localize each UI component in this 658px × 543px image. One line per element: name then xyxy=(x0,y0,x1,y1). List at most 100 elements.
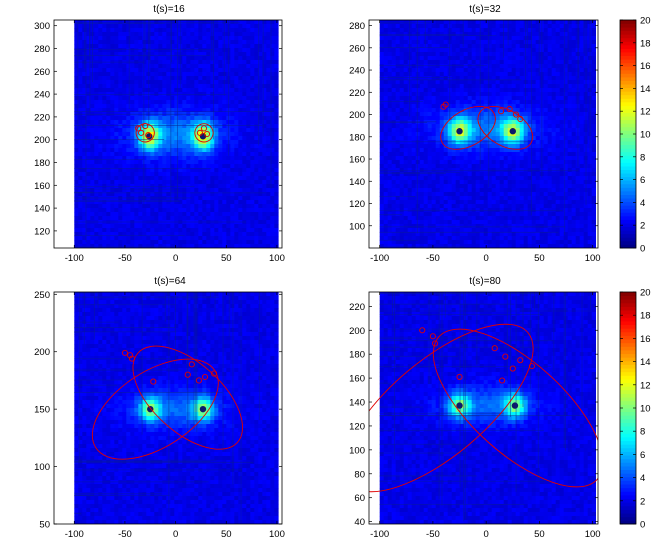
y-tick-label-1: 60 xyxy=(354,493,365,504)
x-tick-label-2: 0 xyxy=(173,529,178,540)
colorbar-tick-label-8: 16 xyxy=(640,334,651,345)
colorbar-segment xyxy=(620,462,636,467)
y-tick-label-4: 120 xyxy=(349,421,365,432)
colorbar-segment xyxy=(620,215,636,220)
colorbar-segment xyxy=(620,233,636,238)
y-tick-label-3: 200 xyxy=(34,347,50,358)
colorbar-segment xyxy=(620,98,636,103)
colorbar-segment xyxy=(620,302,636,307)
colorbar-segment xyxy=(620,230,636,235)
colorbar-segment xyxy=(620,187,636,192)
heatmap-field xyxy=(369,292,598,524)
colorbar-segment xyxy=(620,223,636,228)
colorbar-segment xyxy=(620,480,636,485)
colorbar-segment xyxy=(620,350,636,355)
colorbar-segment xyxy=(620,73,636,78)
colorbar-segment xyxy=(620,119,636,124)
colorbar-segment xyxy=(620,346,636,351)
colorbar-segment xyxy=(620,205,636,210)
colorbar-segment xyxy=(620,458,636,463)
heatmap-field xyxy=(74,292,279,524)
hotspot-core-1 xyxy=(509,128,516,135)
colorbar-segment xyxy=(620,418,636,423)
colorbar-segment xyxy=(620,148,636,153)
colorbar-segment xyxy=(620,339,636,344)
x-tick-label-3: 50 xyxy=(534,253,545,264)
colorbar-segment xyxy=(620,240,636,245)
hotspot-core-0 xyxy=(147,405,154,413)
colorbar-segment xyxy=(620,66,636,71)
colorbar-segment xyxy=(620,447,636,452)
marker-point-6 xyxy=(502,353,509,360)
colorbar-segment xyxy=(620,94,636,99)
marker-point-1 xyxy=(126,352,134,359)
y-tick-label-5: 140 xyxy=(349,398,365,409)
colorbar-segment xyxy=(620,313,636,318)
marker-point-5 xyxy=(517,115,524,123)
y-tick-label-8: 260 xyxy=(349,43,365,54)
panel-t64: t(s)=64 -100 -50 0 50 100 50 100 150 200 250 xyxy=(34,276,285,540)
y-tick-label-9: 300 xyxy=(34,21,50,32)
colorbar-segment xyxy=(620,379,636,384)
axes-frame xyxy=(368,291,599,525)
marker-point-0 xyxy=(419,327,426,334)
colorbar-segment xyxy=(620,375,636,380)
marker-point-3 xyxy=(145,132,152,139)
colorbar-segment xyxy=(620,237,636,242)
colorbar-segment xyxy=(620,155,636,160)
colorbar-segment xyxy=(620,353,636,358)
colorbar-segment xyxy=(620,429,636,434)
colorbar-segment xyxy=(620,201,636,206)
marker-point-2 xyxy=(142,122,149,130)
colorbar-segment xyxy=(620,183,636,188)
colorbar-segment xyxy=(620,357,636,362)
uncertainty-ellipse-0 xyxy=(91,358,219,460)
colorbar-segment xyxy=(620,62,636,67)
hotspot-core-0 xyxy=(456,402,463,409)
marker-point-2 xyxy=(128,355,136,362)
colorbar-tick-label-0: 0 xyxy=(640,520,645,531)
colorbar-segment xyxy=(620,244,636,249)
hotspot-core-0 xyxy=(146,133,153,140)
marker-point-5 xyxy=(200,125,208,132)
colorbar-segment xyxy=(620,166,636,171)
colorbar-segment xyxy=(620,469,636,474)
colorbar-segment xyxy=(620,141,636,146)
colorbar-segment xyxy=(620,130,636,135)
marker-point-5 xyxy=(188,361,195,368)
colorbar-segment xyxy=(620,335,636,340)
colorbar-tick-label-0: 0 xyxy=(640,244,645,255)
y-tick-label-2: 160 xyxy=(34,181,50,192)
y-tick-label-7: 260 xyxy=(34,67,50,78)
y-tick-label-2: 80 xyxy=(354,469,365,480)
y-tick-label-9: 280 xyxy=(349,21,365,32)
colorbar-segment xyxy=(620,505,636,510)
colorbar-segment xyxy=(620,194,636,199)
colorbar-segment xyxy=(620,87,636,92)
colorbar-segment xyxy=(620,364,636,369)
y-tick-label-2: 150 xyxy=(34,405,50,416)
colorbar-segment xyxy=(620,411,636,416)
marker-point-3 xyxy=(150,378,157,385)
panel-title: t(s)=32 xyxy=(469,4,501,15)
colorbar-tick-label-10: 20 xyxy=(640,16,651,27)
colorbar-tick-label-2: 4 xyxy=(640,198,645,209)
colorbar-segment xyxy=(620,306,636,311)
colorbar-segment xyxy=(620,30,636,35)
x-tick-label-2: 0 xyxy=(484,529,489,540)
uncertainty-ellipse-1 xyxy=(132,345,243,450)
colorbar-segment xyxy=(620,198,636,203)
marker-point-0 xyxy=(135,125,142,132)
colorbar-segment xyxy=(620,292,636,297)
colorbar-segment xyxy=(620,451,636,456)
marker-point-4 xyxy=(184,371,191,378)
y-tick-label-3: 160 xyxy=(349,155,365,166)
colorbar-segment xyxy=(620,176,636,181)
colorbar-segment xyxy=(620,433,636,438)
marker-point-5 xyxy=(499,377,506,384)
colorbar-tick-label-3: 6 xyxy=(640,450,645,461)
x-tick-label-4: 100 xyxy=(269,529,285,540)
heatmap-field xyxy=(379,20,596,248)
y-tick-label-2: 140 xyxy=(349,177,365,188)
